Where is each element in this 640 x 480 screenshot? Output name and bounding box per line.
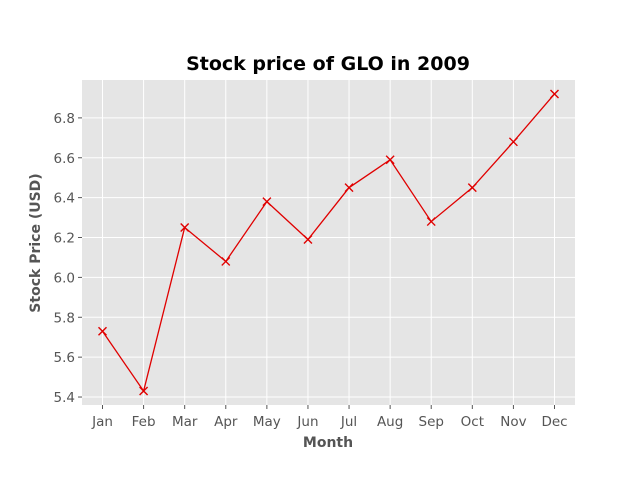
series-line — [101, 93, 555, 393]
data-point-apr — [221, 256, 231, 266]
y-tick-label: 6.4 — [54, 191, 75, 207]
x-grid — [102, 80, 555, 405]
x-axis: Jan Feb Mar Apr May Jun Jul Aug Sep Oct Nov Dec — [91, 405, 568, 430]
x-tick-label: Jul — [340, 414, 357, 430]
y-tick-label: 5.4 — [54, 390, 75, 406]
y-axis-label: Stock Price (USD) — [28, 173, 44, 312]
y-tick-label: 6.2 — [54, 231, 75, 247]
x-axis-label: Month — [303, 435, 353, 451]
y-tick-label: 6.8 — [54, 111, 75, 127]
data-point-aug — [385, 155, 395, 165]
x-tick-label: Jan — [91, 414, 113, 430]
data-point-dec — [550, 89, 559, 99]
x-tick-label: Apr — [214, 414, 238, 430]
data-point-may — [262, 197, 272, 207]
plot-area — [82, 80, 575, 405]
x-tick-label: Mar — [172, 414, 198, 430]
y-tick-label: 5.8 — [54, 310, 75, 326]
series-layer — [98, 89, 559, 396]
chart-title: Stock price of GLO in 2009 — [186, 53, 470, 75]
x-tick-label: Oct — [461, 414, 484, 430]
data-point-jan — [98, 326, 107, 336]
data-point-oct — [467, 183, 477, 193]
data-point-sep — [426, 217, 436, 227]
data-point-feb — [139, 386, 149, 396]
x-tick-label: Sep — [419, 414, 444, 430]
y-tick-label: 5.6 — [54, 350, 75, 366]
data-point-nov — [508, 137, 518, 147]
data-point-jun — [303, 235, 313, 245]
y-tick-label: 6.6 — [54, 151, 75, 167]
x-tick-label: May — [253, 414, 281, 430]
y-grid — [82, 117, 575, 398]
x-tick-label: Aug — [377, 414, 403, 430]
x-tick-label: Nov — [500, 414, 526, 430]
x-tick-label: Feb — [132, 414, 156, 430]
y-axis: 5.4 5.6 5.8 6.0 6.2 6.4 6.6 6.8 — [54, 111, 82, 406]
data-point-mar — [180, 223, 190, 233]
x-tick-label: Dec — [541, 414, 567, 430]
x-tick-label: Jun — [296, 414, 318, 430]
y-tick-label: 6.0 — [54, 270, 75, 286]
data-point-jul — [344, 183, 354, 193]
